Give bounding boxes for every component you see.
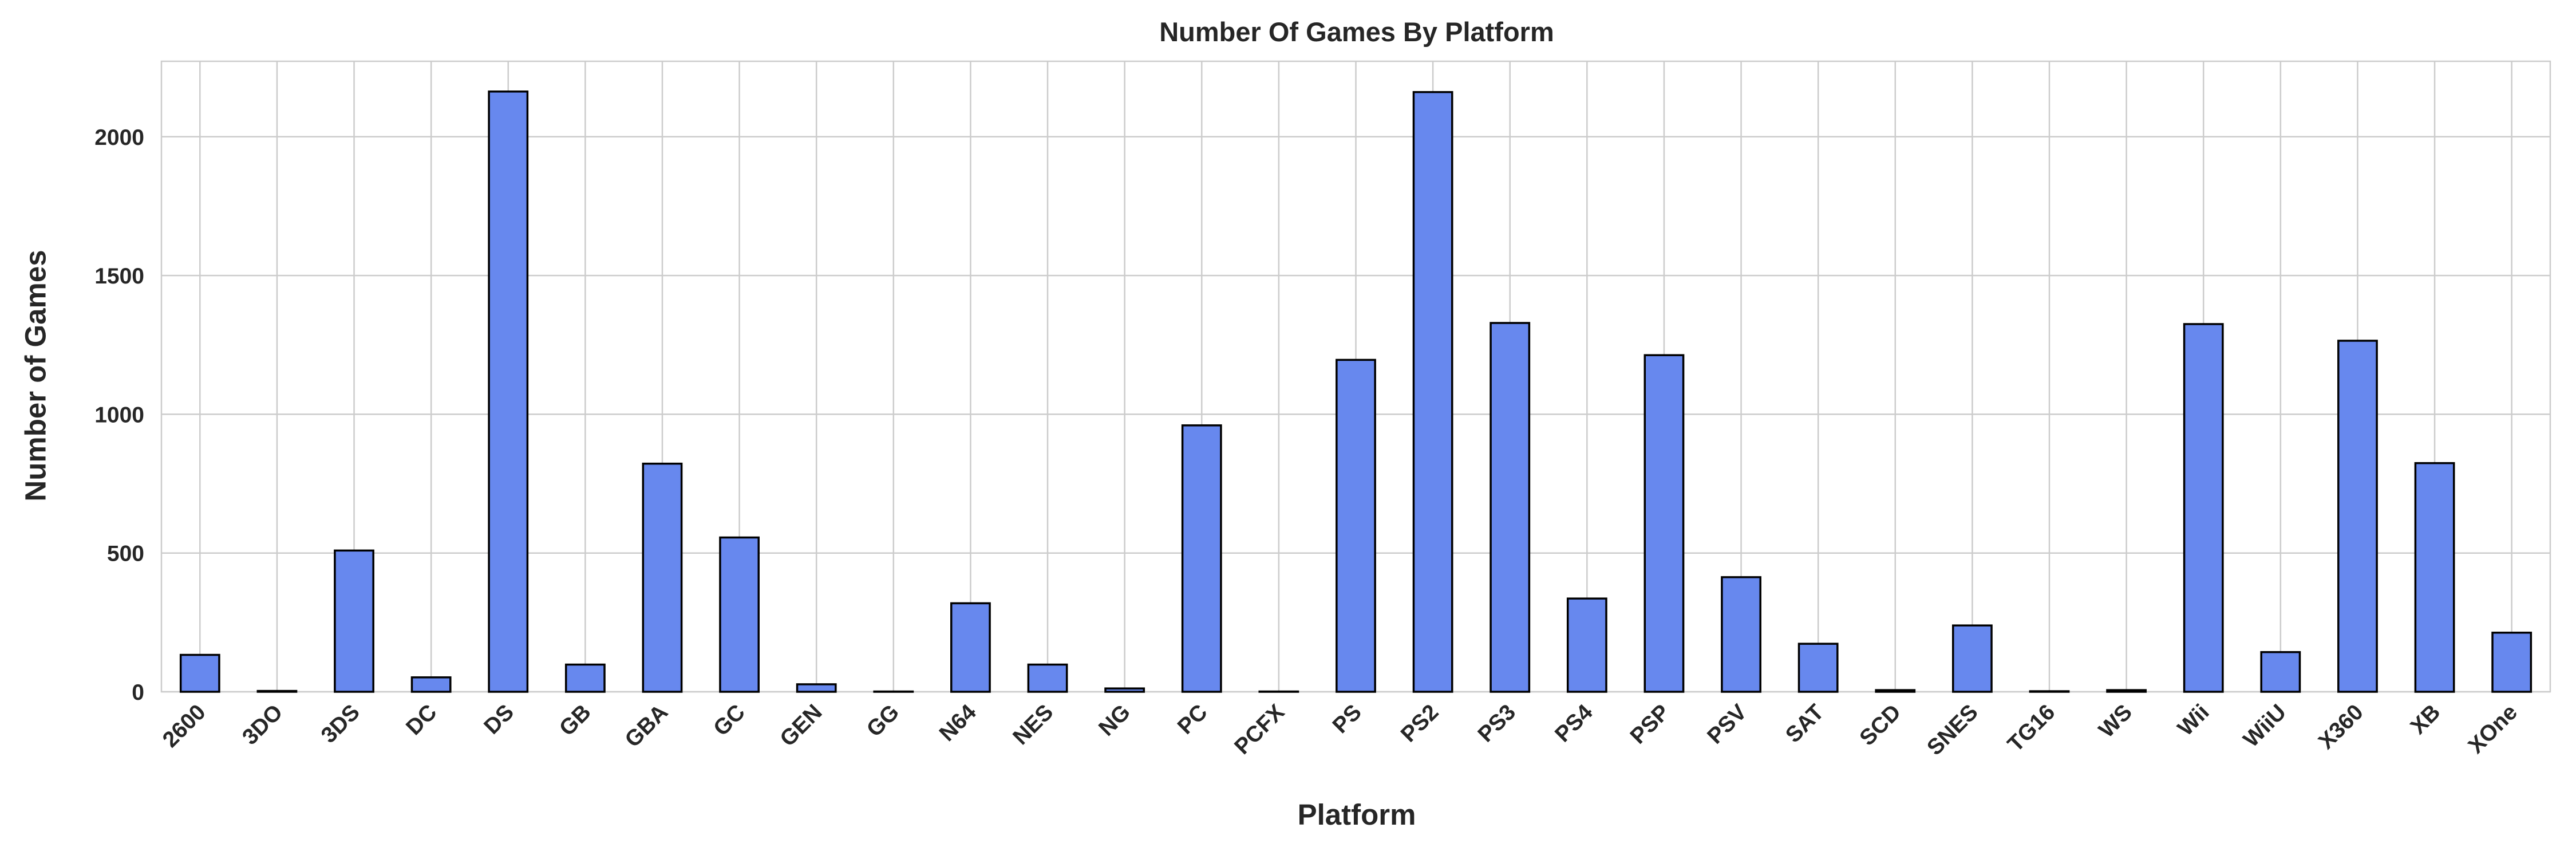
bar-ps2 [1412,91,1453,693]
y-tick-label: 2000 [94,125,144,150]
bar-ng [1104,687,1145,693]
bar-x360 [2337,340,2378,693]
x-tick-label: NES [1008,700,1058,750]
bar-3ds [334,549,374,693]
bar-scd [1875,689,1916,693]
x-tick-label: GC [709,700,750,741]
bar-wii [2183,323,2224,693]
x-tick-label: GG [862,700,904,742]
x-tick-label: GEN [775,700,827,751]
x-tick-label: GB [555,700,596,741]
x-tick-label: 3DS [317,700,365,748]
bar-snes [1952,624,1993,693]
bar-gb [564,663,606,693]
x-tick-label: XOne [2464,700,2522,758]
x-tick-label: 2600 [158,700,211,752]
bar-gc [719,536,760,693]
y-tick-label: 0 [132,680,144,705]
x-tick-label: XB [2406,700,2445,739]
bar-pc [1181,424,1222,693]
bar-nes [1027,663,1068,693]
bar-gba [642,462,683,693]
x-tick-label: N64 [935,700,981,746]
x-tick-label: GBA [621,700,673,752]
bar-ps3 [1490,322,1531,693]
x-tick-label: PCFX [1230,700,1289,759]
x-tick-label: SNES [1922,700,1983,761]
bar-ps4 [1566,597,1607,693]
x-tick-label: PS [1328,700,1366,738]
bar-gen [796,683,837,693]
x-tick-label: SAT [1781,700,1829,748]
x-tick-label: PC [1173,700,1212,739]
x-tick-label: X360 [2314,700,2368,754]
y-tick-label: 1000 [94,403,144,427]
y-tick-label: 500 [107,542,144,566]
bar-psp [1643,354,1685,693]
y-axis-label: Number of Games [19,250,52,502]
x-tick-label: WiiU [2239,700,2291,752]
x-tick-label: PSP [1626,700,1675,749]
bar-xb [2414,462,2455,693]
x-tick-label: Wii [2173,700,2214,741]
bar-psv [1721,576,1761,693]
x-tick-label: PS4 [1550,700,1598,747]
bar-n64 [950,602,991,693]
bar-3do [256,689,298,693]
bar-wiiu [2260,651,2301,693]
x-tick-label: PS2 [1396,700,1444,747]
bar-dc [410,676,452,693]
y-tick-label: 1500 [94,264,144,289]
x-tick-label: DC [401,700,441,740]
x-tick-label: TG16 [2003,700,2060,756]
x-tick-label: NG [1094,700,1135,741]
chart-title: Number Of Games By Platform [1159,17,1554,47]
bar-ds [488,90,529,693]
bar-ps [1336,358,1376,693]
bar-xone [2491,632,2532,693]
bar-2600 [179,653,220,693]
bar-sat [1797,643,1839,693]
x-tick-label: WS [2094,700,2137,743]
x-tick-label: DS [479,700,519,739]
x-tick-label: PS3 [1473,700,1521,747]
x-axis-label: Platform [1297,798,1416,831]
x-tick-label: SCD [1855,700,1906,751]
x-tick-label: PSV [1702,700,1752,749]
bar-ws [2106,689,2147,693]
bar-tg16 [2029,690,2070,693]
x-tick-label: 3DO [238,700,287,750]
